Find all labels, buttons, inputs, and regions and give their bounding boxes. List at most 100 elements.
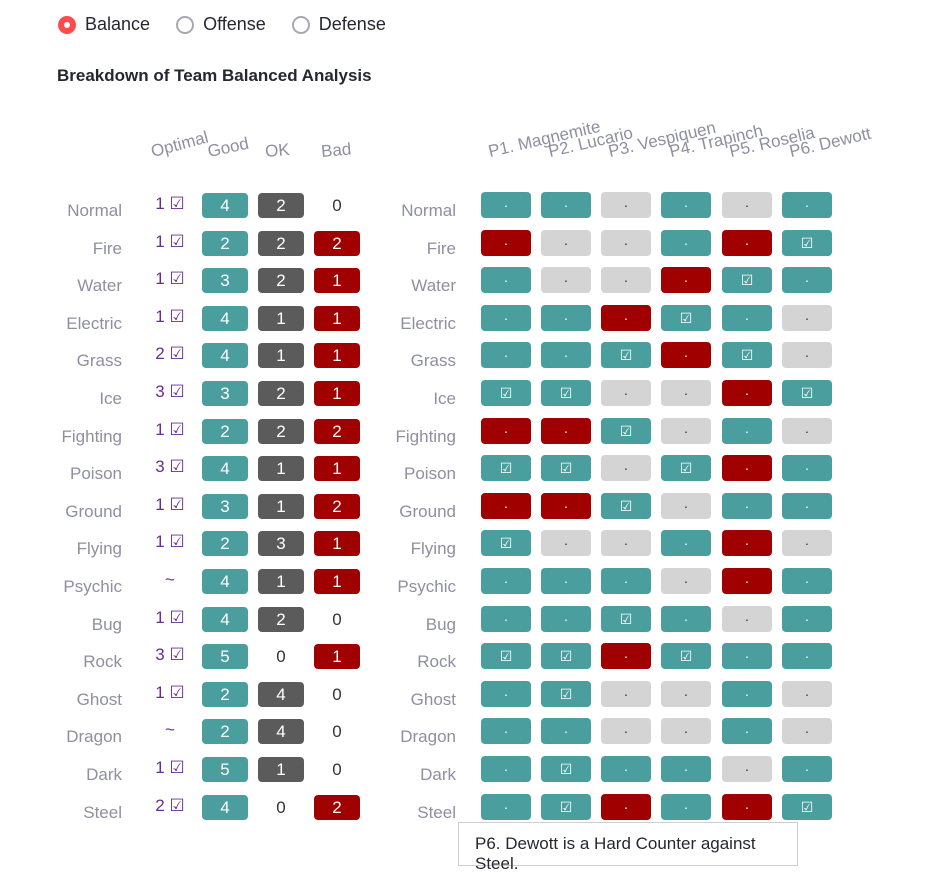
member-cell-p5-dark[interactable]: ·: [722, 756, 772, 782]
member-cell-p1-water[interactable]: ·: [481, 267, 531, 293]
member-cell-p5-ground[interactable]: ·: [722, 493, 772, 519]
member-cell-p5-flying[interactable]: ·: [722, 530, 772, 556]
member-cell-p4-steel[interactable]: ·: [661, 794, 711, 820]
member-cell-p1-electric[interactable]: ·: [481, 305, 531, 331]
member-cell-p2-ground[interactable]: ·: [541, 493, 591, 519]
member-cell-p4-ghost[interactable]: ·: [661, 681, 711, 707]
member-cell-p3-ice[interactable]: ·: [601, 380, 651, 406]
member-cell-p6-water[interactable]: ·: [782, 267, 832, 293]
member-cell-p6-dark[interactable]: ·: [782, 756, 832, 782]
member-cell-p2-fighting[interactable]: ·: [541, 418, 591, 444]
member-cell-p1-psychic[interactable]: ·: [481, 568, 531, 594]
member-cell-p5-normal[interactable]: ·: [722, 192, 772, 218]
member-cell-p5-ice[interactable]: ·: [722, 380, 772, 406]
member-cell-p4-poison[interactable]: ☑: [661, 455, 711, 481]
member-cell-p3-rock[interactable]: ·: [601, 643, 651, 669]
member-cell-p2-ice[interactable]: ☑: [541, 380, 591, 406]
member-cell-p1-rock[interactable]: ☑: [481, 643, 531, 669]
member-cell-p2-dark[interactable]: ☑: [541, 756, 591, 782]
member-cell-p2-poison[interactable]: ☑: [541, 455, 591, 481]
member-cell-p5-grass[interactable]: ☑: [722, 342, 772, 368]
member-cell-p2-water[interactable]: ·: [541, 267, 591, 293]
member-cell-p3-ground[interactable]: ☑: [601, 493, 651, 519]
member-cell-p5-bug[interactable]: ·: [722, 606, 772, 632]
member-cell-p1-ground[interactable]: ·: [481, 493, 531, 519]
member-cell-p3-psychic[interactable]: ·: [601, 568, 651, 594]
member-cell-p5-electric[interactable]: ·: [722, 305, 772, 331]
member-cell-p2-bug[interactable]: ·: [541, 606, 591, 632]
member-cell-p3-dark[interactable]: ·: [601, 756, 651, 782]
member-cell-p4-ice[interactable]: ·: [661, 380, 711, 406]
member-cell-p6-rock[interactable]: ·: [782, 643, 832, 669]
member-cell-p5-ghost[interactable]: ·: [722, 681, 772, 707]
member-cell-p5-rock[interactable]: ·: [722, 643, 772, 669]
member-cell-p6-ice[interactable]: ☑: [782, 380, 832, 406]
member-cell-p6-ground[interactable]: ·: [782, 493, 832, 519]
member-cell-p1-poison[interactable]: ☑: [481, 455, 531, 481]
member-cell-p2-steel[interactable]: ☑: [541, 794, 591, 820]
member-cell-p4-dragon[interactable]: ·: [661, 718, 711, 744]
member-cell-p3-fire[interactable]: ·: [601, 230, 651, 256]
member-cell-p6-bug[interactable]: ·: [782, 606, 832, 632]
member-cell-p1-ghost[interactable]: ·: [481, 681, 531, 707]
member-cell-p1-grass[interactable]: ·: [481, 342, 531, 368]
member-cell-p1-fighting[interactable]: ·: [481, 418, 531, 444]
member-cell-p3-grass[interactable]: ☑: [601, 342, 651, 368]
member-cell-p3-steel[interactable]: ·: [601, 794, 651, 820]
member-cell-p1-ice[interactable]: ☑: [481, 380, 531, 406]
member-cell-p6-psychic[interactable]: ·: [782, 568, 832, 594]
member-cell-p5-fire[interactable]: ·: [722, 230, 772, 256]
member-cell-p2-electric[interactable]: ·: [541, 305, 591, 331]
member-cell-p4-grass[interactable]: ·: [661, 342, 711, 368]
member-cell-p3-water[interactable]: ·: [601, 267, 651, 293]
member-cell-p2-psychic[interactable]: ·: [541, 568, 591, 594]
member-cell-p5-psychic[interactable]: ·: [722, 568, 772, 594]
member-cell-p2-fire[interactable]: ·: [541, 230, 591, 256]
member-cell-p5-dragon[interactable]: ·: [722, 718, 772, 744]
member-cell-p6-flying[interactable]: ·: [782, 530, 832, 556]
member-cell-p4-fire[interactable]: ·: [661, 230, 711, 256]
member-cell-p4-electric[interactable]: ☑: [661, 305, 711, 331]
radio-balance[interactable]: Balance: [58, 14, 150, 35]
member-cell-p3-flying[interactable]: ·: [601, 530, 651, 556]
member-cell-p1-dark[interactable]: ·: [481, 756, 531, 782]
member-cell-p4-bug[interactable]: ·: [661, 606, 711, 632]
member-cell-p1-normal[interactable]: ·: [481, 192, 531, 218]
radio-offense[interactable]: Offense: [176, 14, 266, 35]
member-cell-p5-steel[interactable]: ·: [722, 794, 772, 820]
member-cell-p5-poison[interactable]: ·: [722, 455, 772, 481]
member-cell-p3-dragon[interactable]: ·: [601, 718, 651, 744]
member-cell-p2-grass[interactable]: ·: [541, 342, 591, 368]
member-cell-p6-electric[interactable]: ·: [782, 305, 832, 331]
member-cell-p3-poison[interactable]: ·: [601, 455, 651, 481]
member-cell-p1-dragon[interactable]: ·: [481, 718, 531, 744]
member-cell-p1-steel[interactable]: ·: [481, 794, 531, 820]
member-cell-p1-flying[interactable]: ☑: [481, 530, 531, 556]
member-cell-p6-steel[interactable]: ☑: [782, 794, 832, 820]
member-cell-p6-fire[interactable]: ☑: [782, 230, 832, 256]
member-cell-p2-flying[interactable]: ·: [541, 530, 591, 556]
member-cell-p2-normal[interactable]: ·: [541, 192, 591, 218]
member-cell-p1-fire[interactable]: ·: [481, 230, 531, 256]
member-cell-p3-bug[interactable]: ☑: [601, 606, 651, 632]
member-cell-p6-grass[interactable]: ·: [782, 342, 832, 368]
member-cell-p4-water[interactable]: ·: [661, 267, 711, 293]
radio-defense[interactable]: Defense: [291, 14, 386, 35]
member-cell-p3-fighting[interactable]: ☑: [601, 418, 651, 444]
member-cell-p4-flying[interactable]: ·: [661, 530, 711, 556]
member-cell-p1-bug[interactable]: ·: [481, 606, 531, 632]
member-cell-p6-normal[interactable]: ·: [782, 192, 832, 218]
member-cell-p6-dragon[interactable]: ·: [782, 718, 832, 744]
member-cell-p6-poison[interactable]: ·: [782, 455, 832, 481]
member-cell-p4-normal[interactable]: ·: [661, 192, 711, 218]
member-cell-p4-psychic[interactable]: ·: [661, 568, 711, 594]
member-cell-p5-water[interactable]: ☑: [722, 267, 772, 293]
member-cell-p4-dark[interactable]: ·: [661, 756, 711, 782]
member-cell-p4-rock[interactable]: ☑: [661, 643, 711, 669]
member-cell-p2-ghost[interactable]: ☑: [541, 681, 591, 707]
member-cell-p6-ghost[interactable]: ·: [782, 681, 832, 707]
member-cell-p2-rock[interactable]: ☑: [541, 643, 591, 669]
member-cell-p4-fighting[interactable]: ·: [661, 418, 711, 444]
member-cell-p3-electric[interactable]: ·: [601, 305, 651, 331]
member-cell-p5-fighting[interactable]: ·: [722, 418, 772, 444]
